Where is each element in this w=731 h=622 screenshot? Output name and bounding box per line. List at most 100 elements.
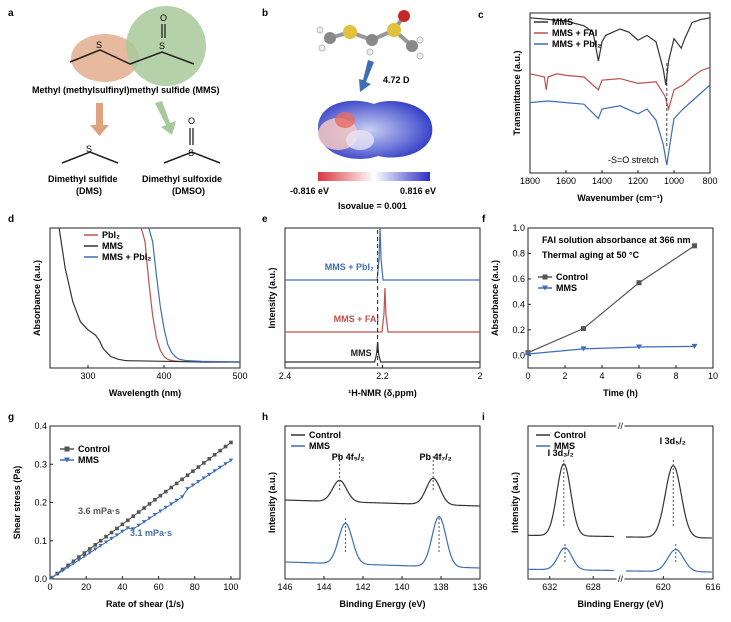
xtick-label-c: 1200 bbox=[628, 176, 648, 186]
data-point-g bbox=[49, 576, 55, 580]
series-line-c bbox=[529, 66, 711, 112]
xtick-label-g: 20 bbox=[81, 582, 91, 592]
data-point-g bbox=[125, 526, 131, 530]
data-point-g bbox=[185, 487, 190, 491]
xlabel-g: Rate of shear (1/s) bbox=[106, 599, 184, 609]
data-point-g bbox=[207, 472, 212, 477]
xtick-label-d: 400 bbox=[156, 371, 171, 381]
data-point-g bbox=[126, 518, 130, 523]
ylabel-h: Intensity (a.u.) bbox=[267, 472, 277, 533]
data-point-f bbox=[636, 280, 642, 286]
panel-a: a S S O Methyl (methylsulfinyl)methyl su… bbox=[8, 6, 222, 196]
plot-frame-c bbox=[529, 12, 711, 174]
data-point-g bbox=[207, 457, 212, 461]
data-point-g bbox=[147, 502, 152, 506]
data-point-g bbox=[152, 513, 158, 517]
series-line-d bbox=[148, 227, 241, 363]
annotation-g: 3.6 mPa·s bbox=[78, 506, 120, 516]
dms-s: S bbox=[86, 144, 92, 154]
xtick-label-f: 6 bbox=[636, 371, 641, 381]
data-point-g bbox=[147, 516, 152, 521]
xlabel-d: Wavelength (nm) bbox=[109, 388, 181, 398]
xlabel-f: Time (h) bbox=[603, 388, 638, 398]
dmso-s: S bbox=[188, 148, 194, 158]
dms-abbr: (DMS) bbox=[76, 186, 102, 196]
series-line-c bbox=[529, 84, 711, 166]
xtick-label-i: 628 bbox=[586, 582, 601, 592]
xtick-label-h: 144 bbox=[316, 582, 331, 592]
panel-e: e ¹H-NMR (δ,ppm) Intensity (a.u.) 2.4 2.2 2 MM… bbox=[262, 214, 483, 398]
series-label-e: MMS bbox=[351, 348, 372, 358]
peak-label-i: I 3d₅/₂ bbox=[660, 436, 686, 446]
data-point-g bbox=[169, 502, 174, 506]
data-point-g bbox=[77, 555, 81, 559]
isovalue-label: Isovalue = 0.001 bbox=[338, 201, 407, 211]
data-point-g bbox=[180, 477, 184, 482]
note-f: Thermal aging at 50 °C bbox=[542, 250, 640, 260]
xtick-label-f: 8 bbox=[673, 371, 678, 381]
axis-break-bottom bbox=[616, 577, 625, 581]
dmso-fragment-highlight bbox=[126, 6, 206, 86]
panel-letter-e: e bbox=[262, 214, 268, 225]
data-point-g bbox=[228, 458, 234, 463]
xtick-label-f: 2 bbox=[562, 371, 567, 381]
panel-h: h Binding Energy (eV) Intensity (a.u.) 146 1… bbox=[262, 412, 488, 609]
data-point-g bbox=[131, 527, 136, 531]
panel-f: f Time (h) Absorbance (a.u.) 0 2 4 6 8 10 0.0 0.2 0… bbox=[482, 214, 718, 398]
xtick-label-c: 1400 bbox=[592, 176, 612, 186]
data-point-g bbox=[196, 479, 201, 484]
dms-name: Dimethyl sulfide bbox=[48, 174, 118, 184]
data-point-g bbox=[114, 533, 120, 537]
annotation-c: -S=O stretch bbox=[608, 155, 659, 165]
series-line-d bbox=[140, 227, 240, 363]
xtick-label-c: 1800 bbox=[520, 176, 540, 186]
ytick-label-f: 0.6 bbox=[512, 274, 525, 284]
plot-frame-f bbox=[527, 227, 714, 369]
data-point-f bbox=[692, 243, 697, 249]
data-point-g bbox=[109, 536, 114, 541]
dms-skeleton bbox=[61, 151, 119, 164]
series-label-e: MMS + PbI₂ bbox=[325, 262, 374, 272]
xtick-label-d: 500 bbox=[232, 371, 247, 381]
data-point-g bbox=[115, 526, 119, 531]
esp-surface bbox=[318, 100, 433, 159]
data-point-g bbox=[223, 462, 228, 466]
series-line-h bbox=[284, 515, 481, 569]
legend-marker-g bbox=[64, 446, 70, 452]
xtick-label-d: 300 bbox=[80, 371, 95, 381]
panel-g: g Rate of shear (1/s) Shear stress (Pa) 0 20… bbox=[8, 412, 241, 609]
xtick-label-e: 2 bbox=[477, 371, 482, 381]
colorbar bbox=[318, 172, 430, 181]
series-line-i bbox=[527, 547, 614, 572]
dms-fragment-highlight bbox=[71, 34, 139, 82]
data-point-g bbox=[71, 561, 76, 566]
data-point-g bbox=[136, 510, 141, 514]
ytick-label-g: 0.3 bbox=[34, 459, 47, 469]
data-point-f bbox=[525, 351, 531, 357]
xtick-label-f: 0 bbox=[525, 371, 530, 381]
data-point-f bbox=[691, 343, 698, 349]
mms-s1: S bbox=[96, 40, 102, 50]
dmso-abbr: (DMSO) bbox=[172, 186, 205, 196]
xtick-label-h: 146 bbox=[277, 582, 292, 592]
data-point-g bbox=[60, 568, 65, 573]
ytick-label-g: 0.4 bbox=[34, 421, 47, 431]
xtick-label-h: 142 bbox=[355, 582, 370, 592]
data-point-g bbox=[120, 529, 125, 534]
data-point-g bbox=[93, 543, 98, 547]
series-line-e bbox=[285, 227, 480, 281]
data-point-g bbox=[82, 554, 87, 559]
xtick-label-g: 100 bbox=[223, 582, 238, 592]
xlabel-e: ¹H-NMR (δ,ppm) bbox=[348, 388, 416, 398]
data-point-g bbox=[136, 523, 141, 528]
mms-skeleton bbox=[69, 49, 195, 65]
data-point-g bbox=[174, 481, 179, 486]
data-point-g bbox=[55, 572, 60, 577]
legend-label-c: MMS + PbI₂ bbox=[552, 39, 601, 49]
ytick-label-g: 0.2 bbox=[34, 498, 47, 508]
xtick-label-h: 136 bbox=[472, 582, 487, 592]
xtick-label-i: 620 bbox=[656, 582, 671, 592]
data-point-g bbox=[93, 547, 98, 552]
dipole-value: 4.72 D bbox=[383, 75, 410, 85]
mms-o: O bbox=[160, 13, 167, 23]
